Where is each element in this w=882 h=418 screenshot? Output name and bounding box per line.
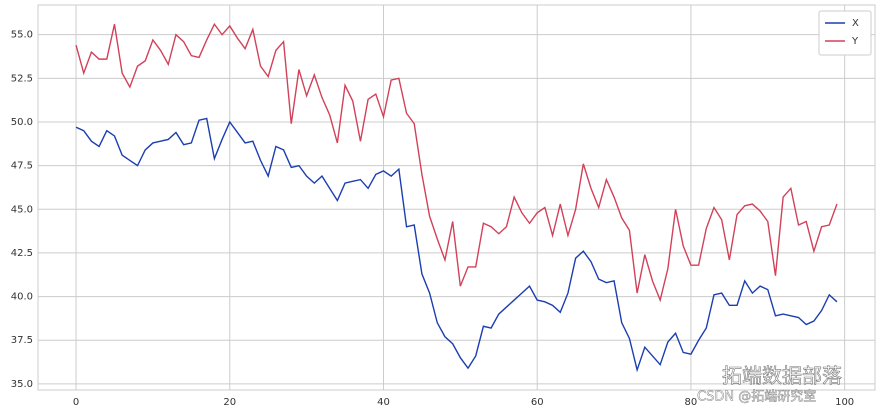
y-tick-label: 52.5: [11, 73, 33, 84]
y-tick-label: 45.0: [11, 204, 33, 215]
y-tick-label: 35.0: [11, 379, 33, 390]
data-line: [75, 22, 838, 303]
x-tick-label: 0: [73, 397, 79, 408]
x-tick-label: 40: [377, 397, 390, 408]
y-tick-label: 55.0: [11, 30, 33, 41]
plot-frame: [37, 4, 876, 391]
y-tick-label: 47.5: [11, 161, 33, 172]
legend: XY: [818, 10, 872, 56]
legend-label: X: [852, 18, 859, 29]
x-tick-label: 60: [531, 397, 544, 408]
y-tick-label: 50.0: [11, 117, 33, 128]
y-tick-label: 37.5: [11, 335, 33, 346]
x-tick-label: 20: [223, 397, 236, 408]
data-line: [75, 117, 838, 373]
y-tick-label: 42.5: [11, 248, 33, 259]
legend-box: [818, 10, 872, 56]
watermark: CSDN @拓端研究室: [697, 389, 816, 405]
y-tick-label: 40.0: [11, 292, 33, 303]
x-tick-label: 80: [685, 397, 698, 408]
x-tick-label: 100: [835, 397, 854, 408]
watermark: 拓端数据部落: [722, 364, 842, 388]
legend-label: Y: [851, 36, 859, 47]
